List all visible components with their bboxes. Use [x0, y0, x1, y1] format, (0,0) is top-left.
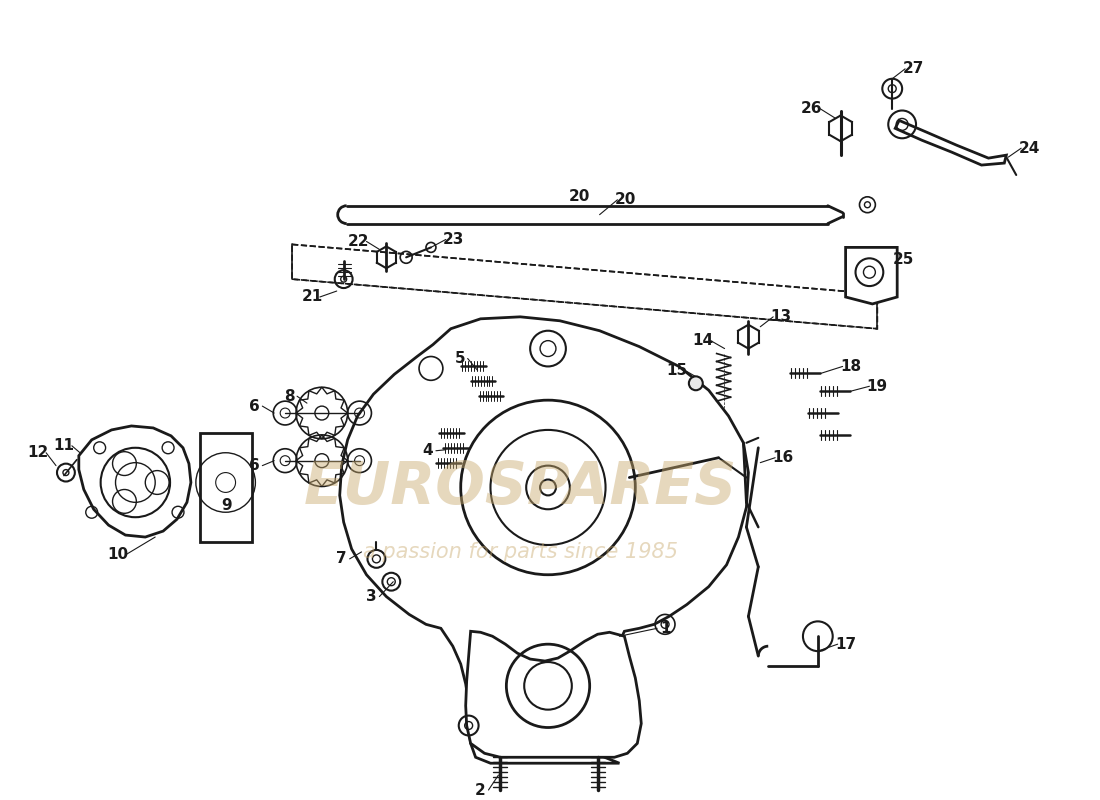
Text: 20: 20 [569, 190, 591, 204]
Text: 18: 18 [840, 359, 861, 374]
Text: 19: 19 [867, 378, 888, 394]
Text: 3: 3 [366, 589, 377, 604]
Text: EUROSPARES: EUROSPARES [304, 459, 737, 516]
Text: 17: 17 [835, 637, 856, 652]
Polygon shape [293, 245, 878, 329]
Text: 26: 26 [801, 101, 823, 116]
Text: 14: 14 [692, 333, 713, 348]
Text: 5: 5 [454, 351, 465, 366]
Text: 13: 13 [771, 310, 792, 324]
Polygon shape [79, 426, 191, 537]
Text: 9: 9 [221, 498, 232, 513]
Text: a passion for parts since 1985: a passion for parts since 1985 [363, 542, 678, 562]
Text: 6: 6 [249, 458, 260, 473]
Polygon shape [200, 433, 252, 542]
Text: 11: 11 [54, 438, 75, 454]
Polygon shape [895, 121, 1007, 165]
Text: 1: 1 [660, 621, 670, 636]
Text: 16: 16 [772, 450, 794, 465]
Text: 25: 25 [892, 252, 914, 266]
Text: 22: 22 [348, 234, 370, 249]
Text: 23: 23 [443, 232, 464, 247]
Text: 7: 7 [337, 551, 346, 566]
Text: 6: 6 [249, 398, 260, 414]
Polygon shape [340, 317, 748, 763]
Text: 10: 10 [107, 547, 128, 562]
Text: 2: 2 [475, 782, 486, 798]
Text: 24: 24 [1019, 141, 1040, 156]
Polygon shape [465, 631, 641, 758]
Text: 21: 21 [301, 290, 322, 305]
Text: 8: 8 [284, 389, 295, 404]
Text: 20: 20 [615, 192, 636, 207]
Text: 12: 12 [28, 446, 48, 460]
Text: 27: 27 [902, 62, 924, 76]
Circle shape [689, 376, 703, 390]
Polygon shape [846, 247, 898, 304]
Text: 4: 4 [422, 443, 433, 458]
Text: 15: 15 [667, 363, 688, 378]
